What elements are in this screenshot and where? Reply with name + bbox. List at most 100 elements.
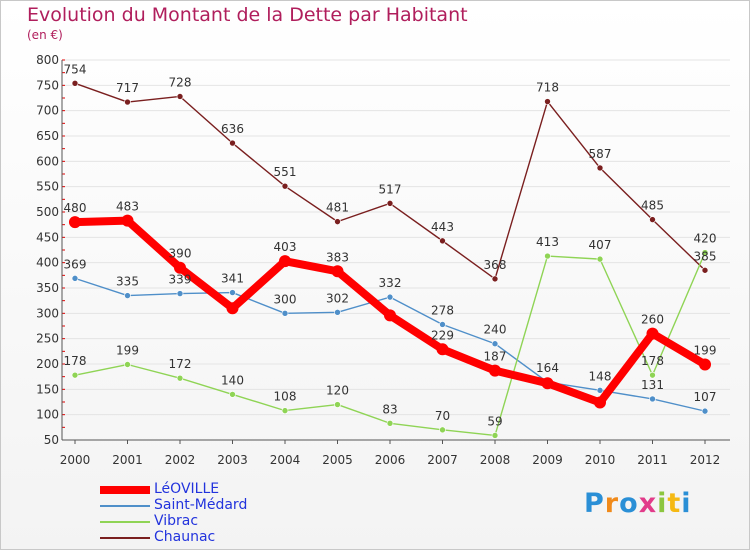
data-label: 278 [431,303,454,317]
data-label: 178 [64,354,87,368]
x-tick-label: 2008 [480,453,511,467]
data-point [701,407,709,415]
data-point [436,343,449,356]
logo-letter: i [681,488,692,519]
data-point [386,200,394,207]
data-label: 413 [536,235,559,249]
data-label: 83 [382,402,397,416]
y-tick-label: 750 [36,78,59,92]
data-point [334,309,341,316]
data-point [229,289,236,296]
legend-label-vibrac: Vibrac [154,513,199,529]
logo-letter: i [657,488,668,519]
x-tick-label: 2003 [217,453,248,467]
data-point [439,426,446,434]
data-label: 341 [221,272,244,286]
data-point [701,249,709,256]
data-label: 407 [589,238,612,252]
data-point [71,371,79,379]
data-point [69,216,81,229]
data-point [439,321,446,328]
data-label: 178 [641,354,664,368]
data-point [331,265,344,278]
y-tick-label: 550 [36,180,59,194]
data-point [229,139,236,147]
data-label: 148 [589,369,612,383]
y-tick-label: 450 [36,230,59,244]
data-point [384,309,396,322]
y-tick-label: 400 [36,256,59,270]
data-point [544,252,551,260]
data-label: 403 [274,240,297,254]
data-label: 164 [536,361,559,375]
data-label: 260 [641,313,664,327]
data-label: 420 [694,232,717,246]
data-point [176,290,184,297]
chart-unit: (en €) [27,28,63,42]
data-point [226,302,239,315]
data-point [594,396,606,409]
data-label: 131 [641,378,664,392]
y-tick-label: 350 [36,281,59,295]
logo-letter: x [638,488,658,519]
data-point [71,80,79,87]
y-tick-label: 150 [36,382,59,396]
data-label: 481 [326,201,349,215]
data-label: 551 [274,165,297,179]
data-label: 480 [64,201,87,215]
data-point [649,395,656,403]
data-label: 120 [326,384,349,398]
data-point [334,401,341,408]
logo-letter: P [584,488,605,519]
data-point [649,216,656,223]
data-label: 636 [221,122,244,136]
data-point [176,374,184,382]
data-point [544,98,551,105]
data-label: 140 [221,373,244,387]
legend-swatch-leoville [100,486,150,494]
data-label: 300 [274,292,297,306]
data-label: 332 [379,276,402,290]
y-tick-label: 300 [36,306,59,320]
data-label: 485 [641,199,664,213]
y-tick-label: 700 [36,104,59,118]
data-label: 587 [589,147,612,161]
data-label: 70 [435,409,450,423]
data-label: 717 [116,81,139,95]
x-tick-label: 2001 [112,453,143,467]
y-tick-label: 250 [36,332,59,346]
data-label: 443 [431,220,454,234]
data-point [701,266,709,274]
x-tick-label: 2009 [532,453,563,467]
data-label: 229 [431,328,454,342]
x-tick-label: 2000 [60,453,91,467]
data-point [491,340,499,348]
data-point [491,432,499,439]
y-tick-label: 100 [36,408,59,422]
data-label: 187 [484,350,507,364]
data-point [596,387,604,394]
data-label: 728 [169,75,192,89]
y-tick-label: 500 [36,205,59,219]
data-point [71,275,79,282]
data-label: 335 [116,275,139,289]
y-tick-label: 600 [36,154,59,168]
x-tick-label: 2011 [637,453,668,467]
x-tick-label: 2006 [375,453,406,467]
data-label: 240 [484,323,507,337]
data-label: 383 [326,250,349,264]
chart-title: Evolution du Montant de la Dette par Hab… [27,4,468,26]
logo-letter: o [619,488,639,519]
data-point [229,391,236,398]
y-tick-label: 650 [36,129,59,143]
data-label: 385 [694,249,717,263]
data-point [541,377,554,390]
data-point [124,98,131,106]
data-label: 302 [326,291,349,305]
legend-label-leoville: LéOVILLE [154,481,220,497]
y-tick-label: 50 [44,433,59,447]
legend-swatch-saint-medard [100,505,150,507]
y-tick-label: 200 [36,357,59,371]
